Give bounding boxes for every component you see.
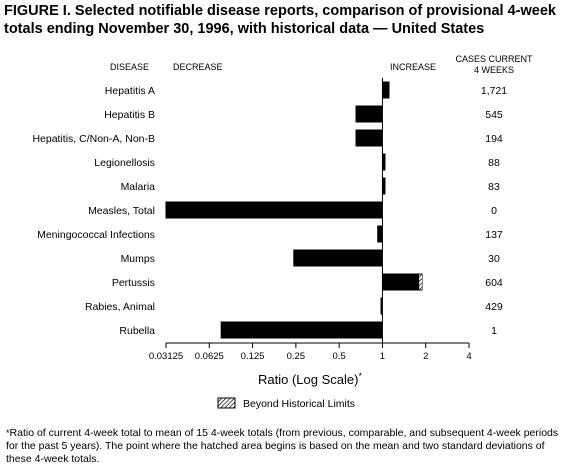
category-label: Rabies, Animal bbox=[85, 301, 155, 313]
header-disease: DISEASE bbox=[110, 62, 149, 72]
category-label: Malaria bbox=[121, 181, 156, 193]
bar bbox=[377, 225, 383, 243]
x-tick-label: 1 bbox=[380, 351, 385, 362]
x-tick-label: 0.125 bbox=[241, 351, 265, 362]
cases-value: 137 bbox=[485, 229, 503, 241]
footnote: *Ratio of current 4-week total to mean o… bbox=[6, 427, 559, 465]
category-label: Hepatitis B bbox=[104, 109, 155, 121]
bar bbox=[355, 129, 383, 147]
bar bbox=[382, 81, 390, 99]
x-tick-label: 0.0625 bbox=[195, 351, 224, 362]
bar bbox=[293, 249, 383, 267]
bar bbox=[355, 105, 383, 123]
category-label: Pertussis bbox=[112, 277, 155, 289]
cases-value: 30 bbox=[488, 253, 500, 265]
x-tick-label: 0.5 bbox=[333, 351, 346, 362]
category-label: Hepatitis A bbox=[105, 85, 155, 97]
legend-hatch-swatch bbox=[217, 397, 236, 409]
x-tick-label: 0.03125 bbox=[149, 351, 183, 362]
category-label: Legionellosis bbox=[94, 157, 155, 169]
bar-hatched-segment bbox=[419, 274, 423, 290]
cases-value: 545 bbox=[485, 109, 503, 121]
cases-value: 429 bbox=[485, 301, 503, 313]
x-axis-ticks: 0.03125 0.0625 0.125 0.25 0.5 1 2 4 bbox=[149, 343, 472, 362]
cases-value: 1 bbox=[491, 325, 497, 337]
bar bbox=[220, 321, 383, 339]
x-tick-label: 2 bbox=[423, 351, 428, 362]
cases-value: 1,721 bbox=[481, 85, 507, 97]
category-label: Measles, Total bbox=[88, 205, 155, 217]
header-decrease: DECREASE bbox=[173, 62, 223, 72]
bar bbox=[382, 177, 386, 195]
header-cases-line1: CASES CURRENT bbox=[455, 54, 533, 64]
category-label: Hepatitis, C/Non-A, Non-B bbox=[32, 133, 155, 145]
cases-value: 83 bbox=[488, 181, 500, 193]
bar bbox=[382, 273, 423, 291]
bar bbox=[382, 153, 386, 171]
x-axis-label: Ratio (Log Scale)* bbox=[258, 371, 362, 387]
cases-value: 0 bbox=[491, 205, 497, 217]
figure-title: FIGURE I. Selected notifiable disease re… bbox=[4, 3, 556, 37]
x-tick-label: 0.25 bbox=[287, 351, 306, 362]
category-label: Meningococcal Infections bbox=[37, 229, 155, 241]
header-increase: INCREASE bbox=[390, 62, 436, 72]
cases-value: 604 bbox=[485, 277, 503, 289]
x-tick-label: 4 bbox=[466, 351, 471, 362]
cases-value: 88 bbox=[488, 157, 500, 169]
bar bbox=[380, 297, 383, 315]
chart-rows: Hepatitis A 1,721 Hepatitis B 545 Hepatitis,… bbox=[32, 81, 507, 339]
header-cases-line2: 4 WEEKS bbox=[474, 65, 514, 75]
bar bbox=[165, 201, 383, 219]
category-label: Mumps bbox=[121, 253, 155, 265]
footnote-text: Ratio of current 4-week total to mean of… bbox=[6, 427, 559, 465]
legend-label: Beyond Historical Limits bbox=[243, 398, 355, 410]
cases-value: 194 bbox=[485, 133, 503, 145]
category-label: Rubella bbox=[119, 325, 155, 337]
